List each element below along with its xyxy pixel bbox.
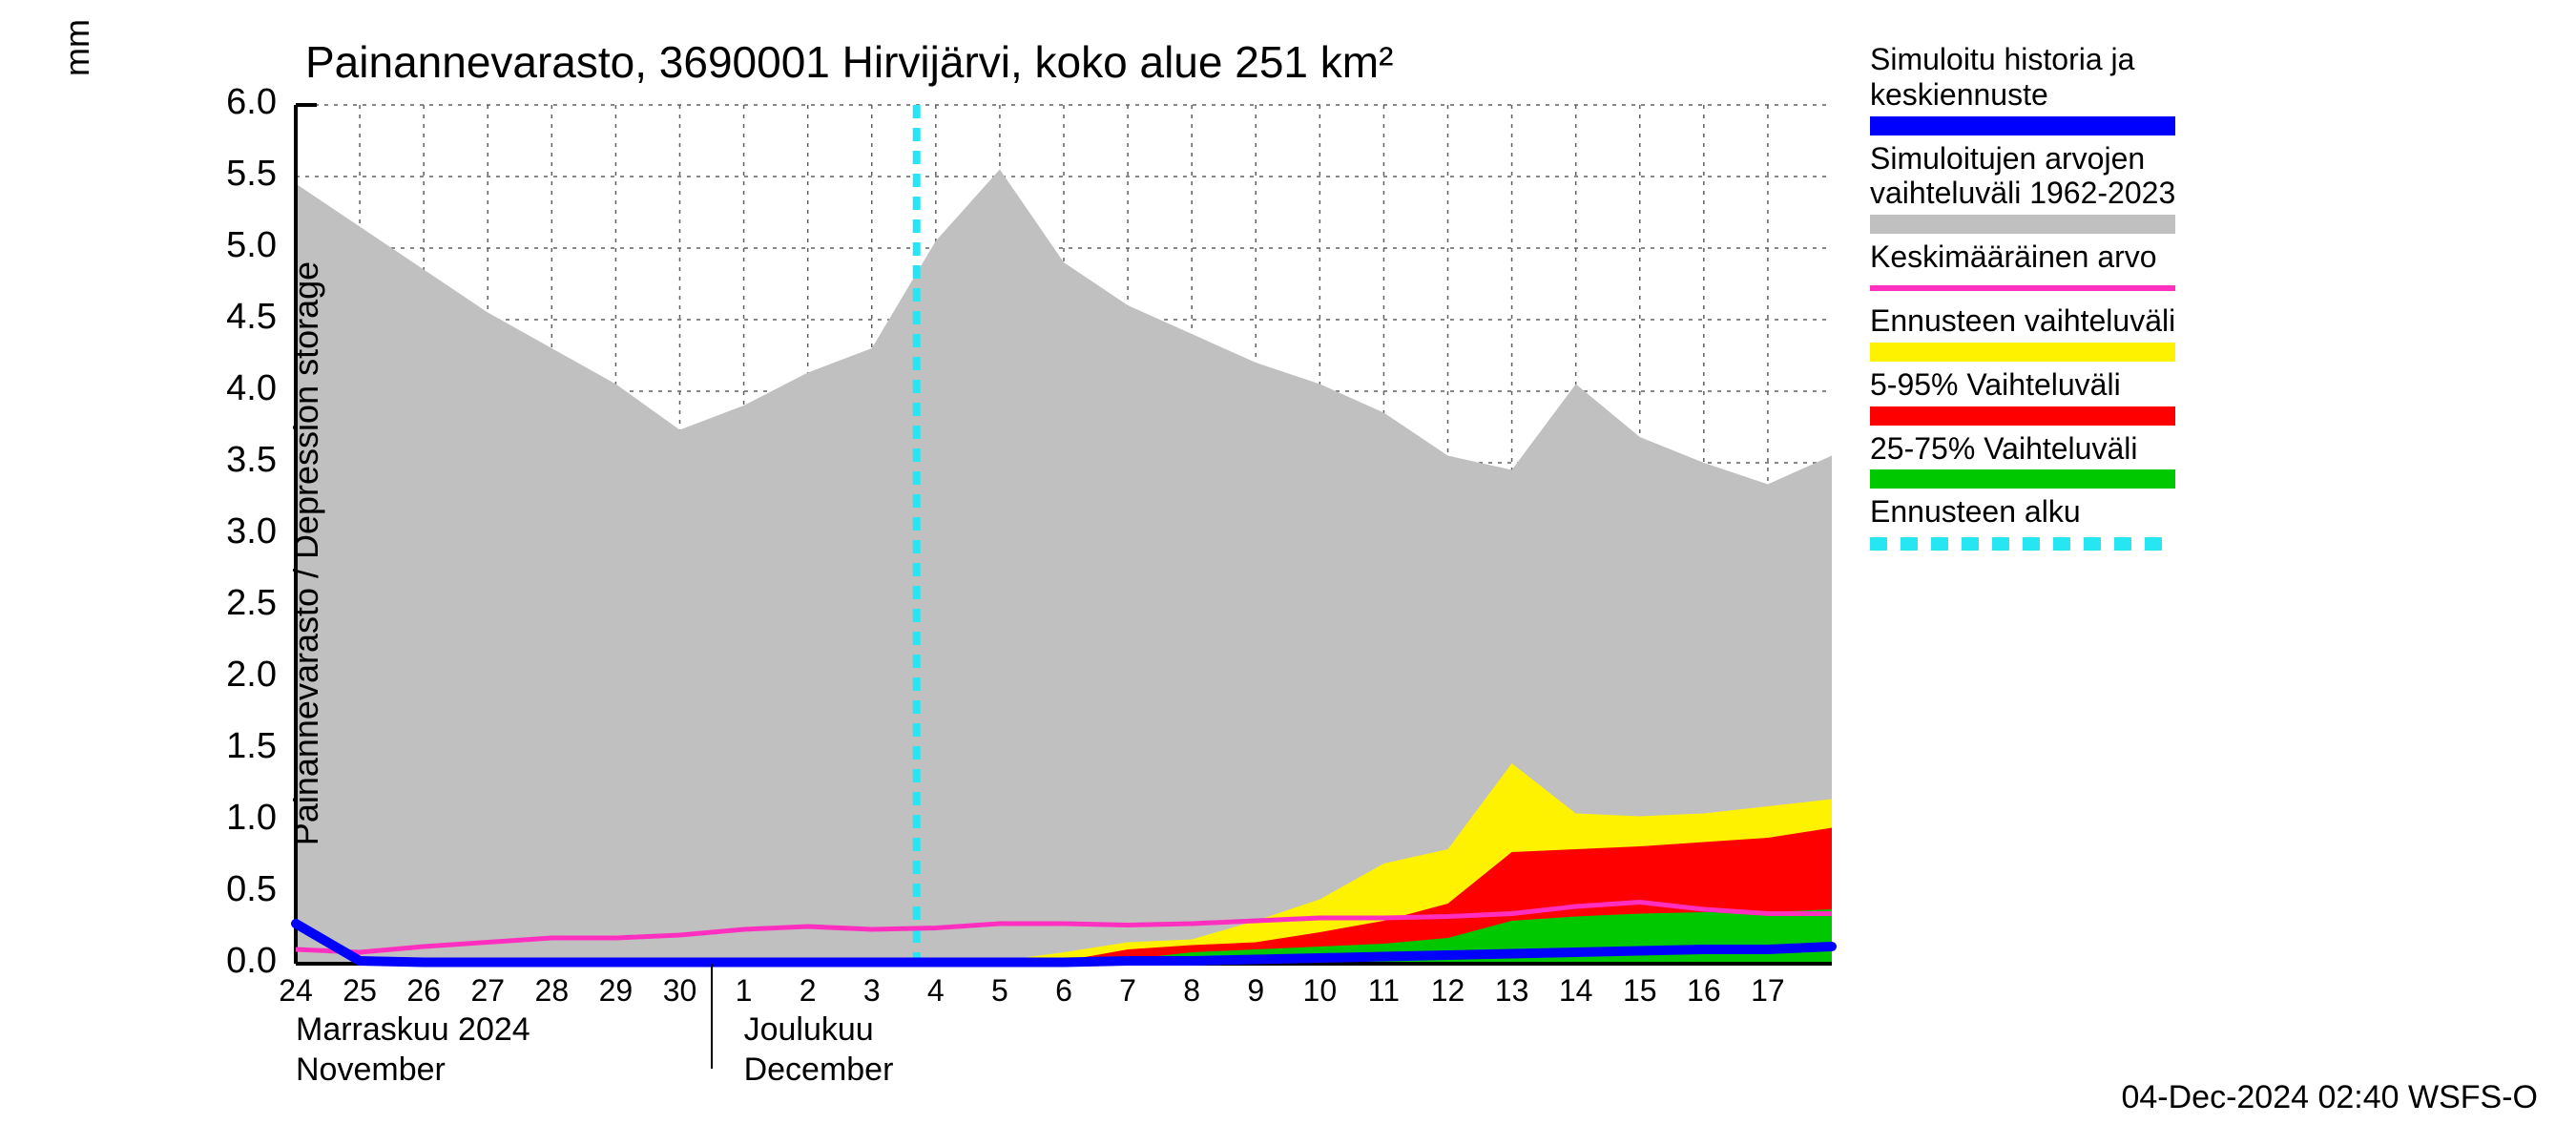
x-tick-label: 28 [528,973,575,1009]
y-tick-label: 2.5 [191,583,277,624]
x-tick-label: 7 [1104,973,1152,1009]
y-tick-label: 5.5 [191,154,277,195]
legend-swatch [1870,406,2175,426]
legend-label: 5-95% Vaihteluväli [1870,367,2404,403]
x-tick-label: 30 [656,973,704,1009]
legend-item: Ennusteen vaihteluväli [1870,303,2404,362]
x-tick-label: 9 [1232,973,1279,1009]
chart-container: Painannevarasto / Depression storage mm … [0,0,2576,1145]
x-tick-label: 26 [400,973,447,1009]
y-axis-title: Painannevarasto / Depression storage [286,261,326,845]
y-tick-label: 0.0 [191,941,277,982]
legend-label: Simuloitu historia ja [1870,42,2404,77]
month2-en: December [744,1051,894,1089]
y-axis-unit: mm [57,19,97,76]
x-tick-label: 2 [784,973,832,1009]
legend-swatch [1870,469,2175,489]
y-tick-label: 4.5 [191,297,277,338]
x-tick-label: 14 [1552,973,1600,1009]
y-tick-label: 1.0 [191,798,277,839]
month1-en: November [296,1051,446,1089]
x-tick-label: 16 [1680,973,1728,1009]
x-tick-label: 24 [272,973,320,1009]
x-tick-label: 6 [1040,973,1088,1009]
y-tick-label: 6.0 [191,82,277,123]
x-tick-label: 8 [1168,973,1215,1009]
x-tick-label: 17 [1744,973,1792,1009]
legend-label: 25-75% Vaihteluväli [1870,431,2404,467]
x-tick-label: 12 [1424,973,1472,1009]
x-tick-label: 4 [912,973,960,1009]
legend-label: Ennusteen alku [1870,494,2404,530]
x-tick-label: 25 [336,973,384,1009]
x-tick-label: 5 [976,973,1024,1009]
x-tick-label: 1 [720,973,768,1009]
y-tick-label: 0.5 [191,869,277,910]
legend-item: Simuloitujen arvojenvaihteluväli 1962-20… [1870,141,2404,235]
legend-item: Ennusteen alku [1870,494,2404,551]
y-tick-label: 3.0 [191,511,277,552]
chart-title: Painannevarasto, 3690001 Hirvijärvi, kok… [305,36,1393,88]
x-tick-label: 10 [1296,973,1343,1009]
legend-label: Keskimääräinen arvo [1870,239,2404,275]
legend-swatch [1870,537,2175,551]
legend-item: 5-95% Vaihteluväli [1870,367,2404,426]
month1-fi: Marraskuu 2024 [296,1011,530,1049]
legend-swatch [1870,215,2175,234]
legend-swatch [1870,116,2175,135]
x-tick-label: 27 [464,973,511,1009]
legend-item: Keskimääräinen arvo [1870,239,2404,298]
timestamp: 04-Dec-2024 02:40 WSFS-O [2121,1079,2538,1116]
legend-swatch [1870,343,2175,362]
y-tick-label: 1.5 [191,726,277,767]
legend-item: Simuloitu historia jakeskiennuste [1870,42,2404,135]
y-tick-label: 3.5 [191,440,277,481]
legend-label: Simuloitujen arvojen [1870,141,2404,177]
legend-label: keskiennuste [1870,77,2404,113]
y-tick-label: 2.0 [191,655,277,696]
y-tick-label: 5.0 [191,225,277,266]
x-tick-label: 29 [592,973,639,1009]
x-tick-label: 15 [1616,973,1664,1009]
month2-fi: Joulukuu [744,1011,874,1049]
legend: Simuloitu historia jakeskiennusteSimuloi… [1870,42,2404,556]
legend-label: Ennusteen vaihteluväli [1870,303,2404,339]
legend-item: 25-75% Vaihteluväli [1870,431,2404,489]
x-tick-label: 11 [1360,973,1407,1009]
legend-swatch [1870,279,2175,298]
legend-label: vaihteluväli 1962-2023 [1870,176,2404,211]
x-tick-label: 13 [1488,973,1536,1009]
x-tick-label: 3 [848,973,896,1009]
y-tick-label: 4.0 [191,368,277,409]
